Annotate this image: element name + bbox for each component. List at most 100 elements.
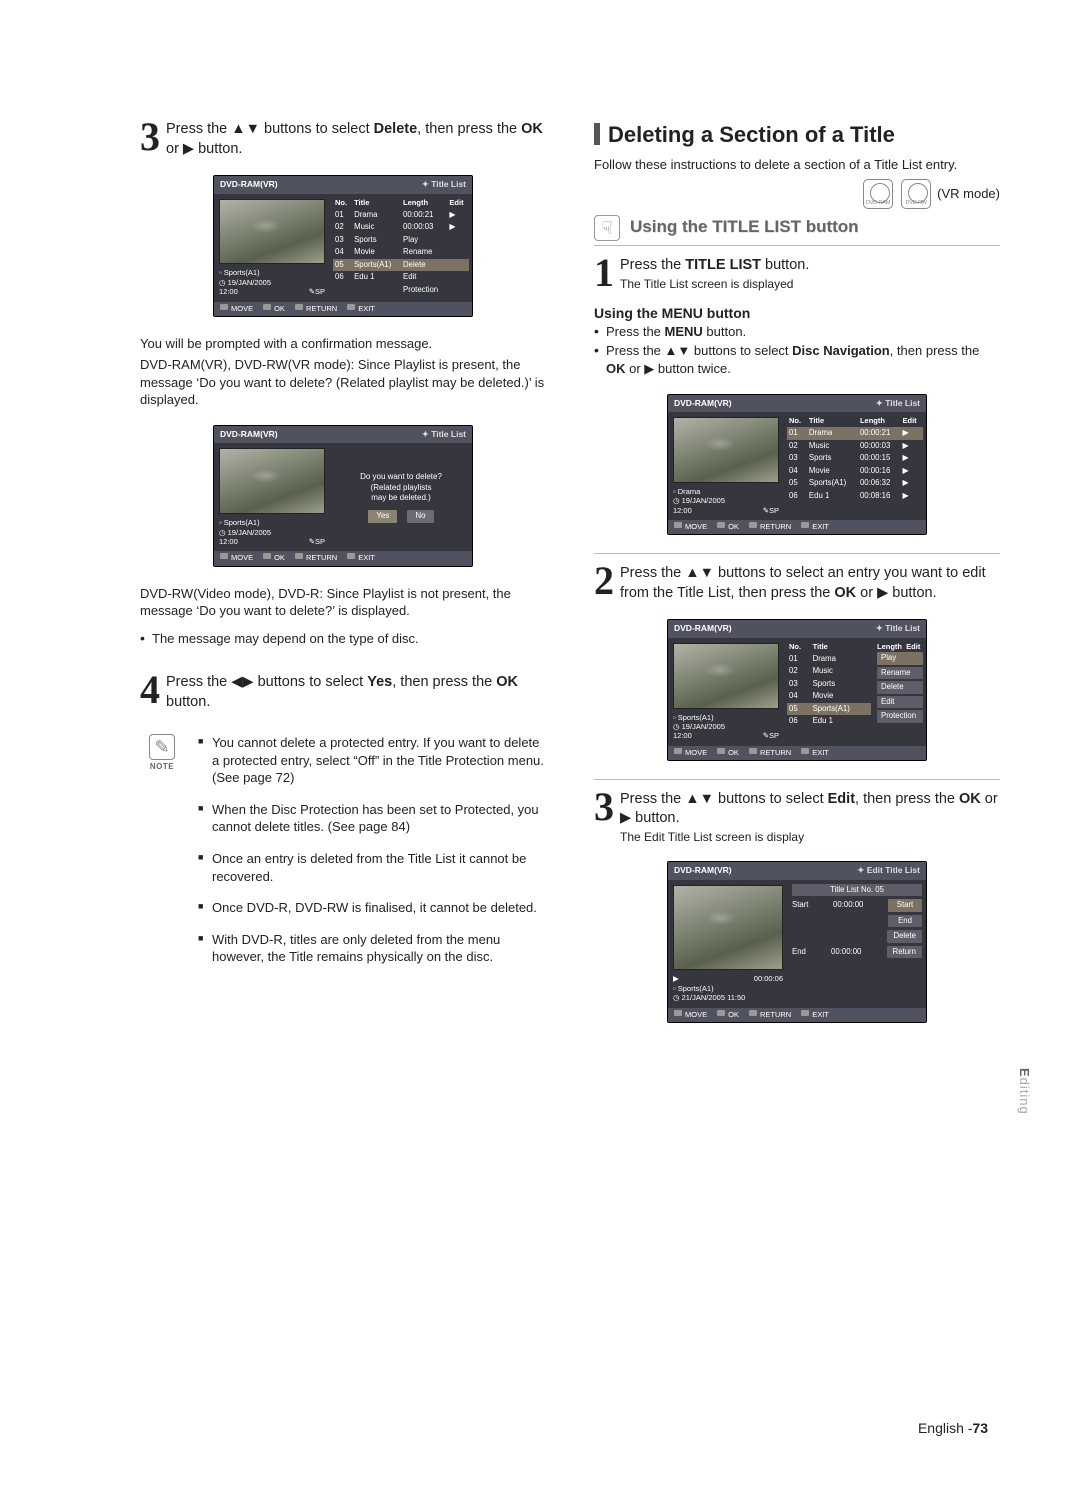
step-number: 2 [594,564,614,598]
page-number: English -73 [918,1420,988,1436]
side-option[interactable]: Edit [877,696,923,709]
c: Edit [447,197,469,209]
delete-button[interactable]: Delete [887,930,922,943]
t: , then press the [890,343,980,358]
step-number: 1 [594,256,614,290]
t: button. [166,694,210,710]
osd-title: Edit Title List [867,865,920,875]
foot-exit: EXIT [801,1010,829,1020]
row-end: End [792,915,922,928]
foot-exit: EXIT [801,748,829,758]
row-end2: End 00:00:00 Return [792,946,922,959]
table-row[interactable]: 05Sports(A1) [787,703,871,716]
osd-thumbnail [219,199,325,265]
side-tab: Editing [1017,1068,1032,1115]
osd-table: No.Title 01Drama02Music03Sports04Movie05… [787,641,871,730]
note-item: Once DVD-R, DVD-RW is finalised, it cann… [198,899,546,917]
osd-header: DVD-RAM(VR) ✦ Edit Title List [668,862,926,879]
return-button[interactable]: Return [887,946,922,959]
osd-thumbnail [673,643,779,709]
osd-title: Title List [885,398,920,408]
side-option[interactable]: Rename [877,667,923,680]
table-row[interactable]: 03Sports00:00:15▶ [787,452,923,465]
osd-header-right: ✦ Title List [876,623,920,634]
updown-glyph: ▲▼ [685,565,714,581]
osd-header: DVD-RAM(VR) ✦ Title List [214,426,472,443]
bold: TITLE LIST [685,257,761,273]
side-option[interactable]: Protection [877,710,923,723]
t: Press the [606,343,665,358]
osd-preview-pane: ▶00:00:06 ▫ Sports(A1) ◷ 21/JAN/2005 11:… [668,880,788,1008]
l: diting [1017,1078,1032,1115]
table-row[interactable]: 04Movie00:00:16▶ [787,465,923,478]
table-row[interactable]: Protection [333,284,469,297]
table-row[interactable]: 06Edu 1Edit [333,271,469,284]
v: Sports(A1) [224,518,260,527]
bold: OK [521,121,543,137]
table-row[interactable]: 04Movie [787,690,871,703]
meta-time: 12:00✎SP [673,506,779,515]
table-row[interactable]: 01Drama00:00:21▶ [787,427,923,440]
osd-header: DVD-RAM(VR) ✦ Title List [668,620,926,637]
osd-body: ▫ Sports(A1) ◷ 19/JAN/2005 12:00✎SP No.T… [214,194,472,302]
no-button[interactable]: No [407,510,433,523]
c: Title [811,641,871,653]
meta-title: ▫ Sports(A1) [673,984,783,993]
table-row[interactable]: 01Drama [787,653,871,666]
table-row[interactable] [787,728,871,730]
hand-icon [594,215,620,241]
table-row[interactable]: 02Music00:00:03▶ [787,440,923,453]
vr-mode-label: (VR mode) [937,186,1000,201]
table-row[interactable]: 03SportsPlay [333,234,469,247]
c: Title [352,197,401,209]
osd-preview-pane: ▫ Drama ◷ 19/JAN/2005 12:00✎SP [668,412,784,520]
foot-move: MOVE [220,553,253,563]
meta-time: 12:00✎SP [219,287,325,296]
table-row[interactable]: 05Sports(A1)00:06:32▶ [787,477,923,490]
t: Press the [606,324,665,339]
play-glyph: ▶ [183,141,194,157]
side-option[interactable]: Play [877,652,923,665]
osd-meta: ▫ Sports(A1) ◷ 19/JAN/2005 12:00✎SP [673,713,779,741]
osd-table: No.TitleLengthEdit 01Drama00:00:21▶02Mus… [333,197,469,297]
table-row[interactable]: 02Music [787,665,871,678]
meta-date: ◷ 19/JAN/2005 [673,496,779,505]
table-row[interactable]: 03Sports [787,678,871,691]
osd-body: ▶00:00:06 ▫ Sports(A1) ◷ 21/JAN/2005 11:… [668,880,926,1008]
bold: Yes [367,674,392,690]
step-4: 4 Press the ◀▶ buttons to select Yes, th… [140,673,546,712]
step-text: Press the ▲▼ buttons to select an entry … [620,564,1000,603]
osd-header-left: DVD-RAM(VR) [674,865,732,876]
end-button[interactable]: End [888,915,922,928]
osd-footer: MOVE OK RETURN EXIT [668,1008,926,1022]
play-icon: ▶ [673,974,679,983]
osd-title-list: DVD-RAM(VR) ✦ Title List ▫ Drama ◷ 19/JA… [667,394,927,536]
bold: OK [606,361,626,376]
bold: Delete [374,121,418,137]
start-button[interactable]: Start [888,899,922,912]
osd-header-right: ✦ Edit Title List [857,865,920,876]
foot-ok: OK [717,748,739,758]
bold: OK [834,585,856,601]
divider [594,245,1000,246]
para: DVD-RW(Video mode), DVD-R: Since Playlis… [140,585,546,620]
l: (Related playlists [336,483,466,494]
right-column: Deleting a Section of a Title Follow the… [594,120,1000,1041]
table-row[interactable]: 02Music00:00:03▶ [333,221,469,234]
row-start: Start 00:00:00 Start [792,899,922,912]
table-row[interactable]: 04MovieRename [333,246,469,259]
updown-glyph: ▲▼ [665,343,691,358]
table-row[interactable]: 06Edu 1 [787,715,871,728]
meta-title: ▫ Sports(A1) [219,268,325,277]
table-row[interactable]: 05Sports(A1)Delete [333,259,469,272]
yes-button[interactable]: Yes [368,510,397,523]
menu-bullets: Press the MENU button. Press the ▲▼ butt… [594,323,1000,378]
para: DVD-RAM(VR), DVD-RW(VR mode): Since Play… [140,356,546,409]
bullet-list: The message may depend on the type of di… [140,630,546,648]
lbl: End [792,947,806,958]
osd-table-head: No.TitleLengthEdit [333,197,469,209]
table-row[interactable]: 06Edu 100:08:16▶ [787,490,923,503]
step-number: 4 [140,673,160,707]
side-option[interactable]: Delete [877,681,923,694]
table-row[interactable]: 01Drama00:00:21▶ [333,209,469,222]
